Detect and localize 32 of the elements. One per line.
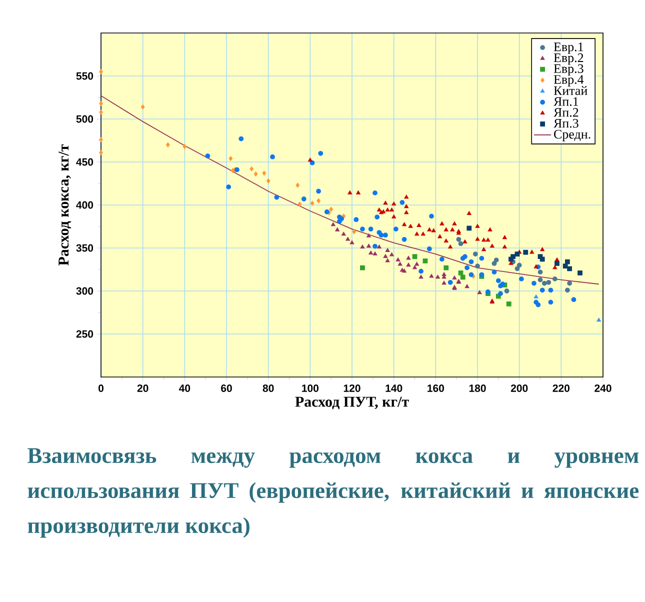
legend-label: Евр.1 [554, 42, 584, 54]
y-tick-label: 300 [76, 287, 94, 295]
y-tick-label: 250 [76, 330, 94, 338]
x-tick-label: 100 [302, 384, 318, 392]
legend-label: Евр.2 [554, 53, 584, 65]
legend-label: Китай [554, 86, 588, 96]
x-tick-label: 220 [552, 384, 570, 392]
x-tick-label: 120 [344, 384, 360, 392]
x-axis-title: Расход ПУТ, кг/т [295, 396, 409, 410]
x-tick-label: 40 [178, 384, 190, 392]
x-tick-label: 240 [594, 384, 612, 392]
y-tick-label: 350 [76, 244, 94, 252]
x-tick-label: 0 [98, 384, 104, 392]
legend-label: Евр.4 [554, 75, 584, 87]
y-tick-label: 450 [76, 158, 94, 166]
x-tick-label: 180 [469, 384, 486, 392]
text: Взаимосвязь между расходом кокса и уровнем использования ПУТ (европейские, китайский и японские производители кокса) [28, 448, 639, 538]
legend-label: Яп.3 [554, 118, 578, 128]
legend-label: Евр.3 [554, 64, 584, 76]
legend-label: Яп.1 [554, 97, 578, 106]
x-tick-label: 160 [428, 384, 444, 392]
y-axis-title: Расход кокса, кг/т [58, 144, 72, 266]
x-tick-label: 140 [386, 384, 402, 392]
x-tick-label: 60 [221, 384, 232, 392]
x-tick-label: 200 [510, 384, 528, 392]
y-tick-label: 550 [76, 72, 94, 80]
legend-label: Средн. [554, 130, 590, 142]
legend-label: Яп.2 [554, 108, 578, 117]
x-tick-label: 80 [262, 384, 274, 392]
y-tick-label: 400 [76, 201, 94, 209]
x-tick-label: 20 [137, 384, 148, 392]
y-tick-label: 500 [76, 115, 94, 123]
